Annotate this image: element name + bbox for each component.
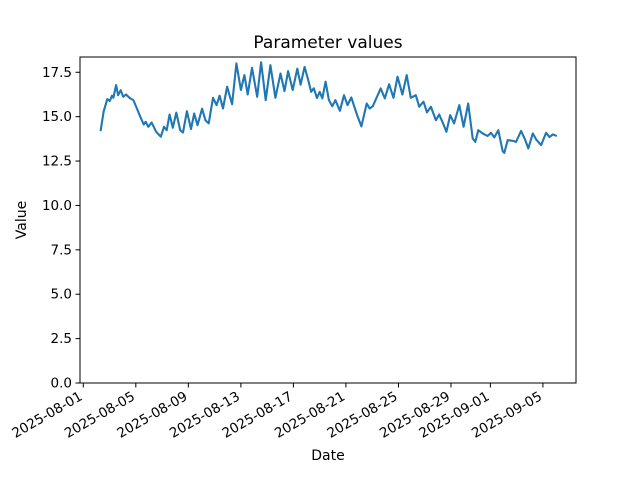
y-tick-label: 15.0	[42, 109, 72, 125]
y-tick-label: 2.5	[51, 331, 72, 347]
y-axis-label: Value	[14, 201, 30, 239]
x-axis-label: Date	[311, 448, 344, 464]
plot-spines	[79, 56, 577, 384]
data-series	[99, 61, 558, 154]
y-tick-label: 7.5	[51, 242, 72, 258]
y-tick-label: 12.5	[42, 154, 72, 170]
chart-title: Parameter values	[253, 33, 402, 53]
data-line	[99, 61, 558, 154]
y-tick-label: 0.0	[51, 376, 72, 392]
y-tick-label: 10.0	[42, 198, 72, 214]
y-tick-label: 17.5	[42, 65, 72, 81]
axes: 2025-08-012025-08-052025-08-092025-08-13…	[9, 56, 577, 442]
y-tick-label: 5.0	[51, 287, 72, 303]
